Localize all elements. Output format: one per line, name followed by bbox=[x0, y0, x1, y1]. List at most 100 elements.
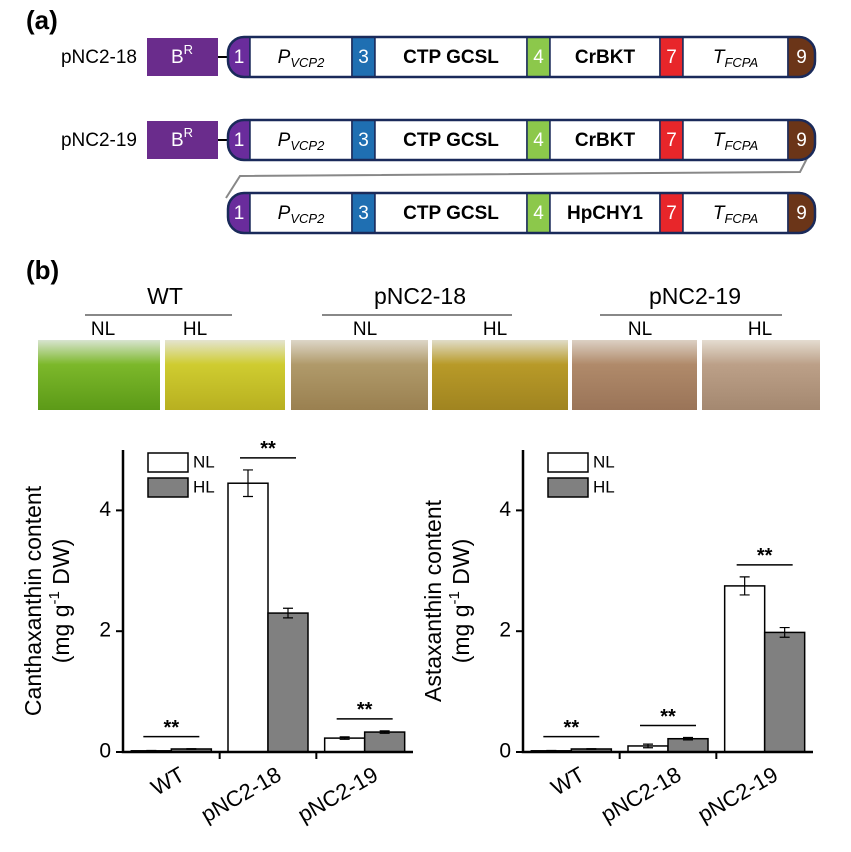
error-bar bbox=[586, 748, 597, 750]
marker-label: BR bbox=[171, 125, 193, 151]
photo-group-label: pNC2-18 bbox=[374, 283, 466, 309]
part-sub: FCPA bbox=[724, 138, 758, 153]
cassette bbox=[228, 37, 815, 77]
axes bbox=[121, 450, 413, 754]
part-label: 3 bbox=[358, 130, 369, 151]
photo-condition-label: HL bbox=[748, 319, 772, 340]
y-tick-label: 0 bbox=[99, 740, 111, 763]
bar bbox=[363, 731, 406, 753]
part-label: 4 bbox=[533, 130, 544, 151]
part-text: P bbox=[278, 203, 291, 224]
part-text: 9 bbox=[796, 203, 807, 224]
y-tick-label: 2 bbox=[499, 619, 511, 642]
photo bbox=[572, 340, 697, 410]
part-text: HpCHY1 bbox=[567, 203, 643, 224]
cassette-outline bbox=[226, 35, 817, 79]
y-tick-label: 0 bbox=[499, 740, 511, 763]
y-axis-unit: (mg g-1 DW) bbox=[46, 539, 74, 664]
part-label: 1 bbox=[234, 203, 245, 224]
photo-condition-label: NL bbox=[91, 319, 115, 340]
part-label: CTP GCSL bbox=[403, 130, 499, 151]
x-tick-label: pNC2-18 bbox=[197, 762, 286, 828]
photo-condition-label: NL bbox=[353, 319, 377, 340]
photo bbox=[702, 340, 820, 410]
part-label: TFCPA bbox=[713, 130, 758, 153]
photo-group-label: WT bbox=[147, 283, 183, 309]
legend-label: NL bbox=[593, 452, 615, 471]
part-label: CTP GCSL bbox=[403, 47, 499, 68]
unit-sup: -1 bbox=[446, 591, 463, 604]
part-sub: FCPA bbox=[724, 211, 758, 226]
legend-swatch bbox=[147, 477, 189, 498]
photo-condition-label: HL bbox=[483, 319, 507, 340]
significance-label: ** bbox=[260, 438, 276, 460]
unit-before: (mg g bbox=[448, 604, 474, 663]
y-axis-label: Astaxanthin content bbox=[420, 499, 446, 702]
significance-label: ** bbox=[660, 706, 676, 728]
photo-condition-label: NL bbox=[628, 319, 652, 340]
marker-text: B bbox=[171, 130, 184, 151]
significance-label: ** bbox=[564, 717, 580, 739]
part-label: 9 bbox=[796, 130, 807, 151]
part-label: 7 bbox=[666, 47, 677, 68]
unit-before: (mg g bbox=[48, 604, 74, 663]
legend-swatch bbox=[547, 477, 589, 498]
error-bar bbox=[739, 576, 750, 596]
part-label: 9 bbox=[796, 203, 807, 224]
legend-swatch bbox=[547, 452, 589, 473]
y-tick-label: 2 bbox=[99, 619, 111, 642]
part-text: 1 bbox=[234, 47, 245, 68]
part-text: 4 bbox=[533, 130, 544, 151]
legend-label: HL bbox=[193, 477, 215, 496]
bar bbox=[723, 585, 766, 753]
part-text: T bbox=[713, 203, 726, 224]
part-label: CrBKT bbox=[575, 130, 636, 151]
part-text: CTP GCSL bbox=[403, 203, 499, 224]
error-bar bbox=[339, 736, 350, 740]
part-text: P bbox=[278, 47, 291, 68]
error-bar bbox=[283, 607, 293, 619]
part-text: CTP GCSL bbox=[403, 130, 499, 151]
cassette-part bbox=[249, 193, 353, 233]
part-label: PVCP2 bbox=[278, 47, 325, 70]
significance-label: ** bbox=[757, 545, 773, 567]
part-text: CrBKT bbox=[575, 130, 636, 151]
part-text: 9 bbox=[796, 47, 807, 68]
bar bbox=[267, 612, 309, 753]
part-sub: FCPA bbox=[724, 55, 758, 70]
photo bbox=[291, 340, 428, 410]
part-text: CrBKT bbox=[575, 47, 636, 68]
part-label: TFCPA bbox=[713, 203, 758, 226]
part-sub: VCP2 bbox=[290, 55, 325, 70]
part-label: PVCP2 bbox=[278, 203, 325, 226]
part-text: 1 bbox=[234, 203, 245, 224]
cassette-outline bbox=[226, 191, 817, 235]
marker-box bbox=[147, 121, 218, 159]
marker-text: B bbox=[171, 47, 184, 68]
unit-sup: -1 bbox=[46, 591, 63, 604]
legend-label: NL bbox=[193, 452, 215, 471]
x-tick-label: WT bbox=[147, 762, 189, 801]
part-label: CTP GCSL bbox=[403, 203, 499, 224]
part-text: 7 bbox=[666, 203, 677, 224]
legend-swatch bbox=[147, 452, 189, 473]
part-text: 3 bbox=[358, 47, 369, 68]
part-text: 7 bbox=[666, 47, 677, 68]
significance-label: ** bbox=[164, 717, 180, 739]
marker-sup: R bbox=[184, 42, 193, 57]
part-sub: VCP2 bbox=[290, 211, 325, 226]
cassette bbox=[228, 193, 815, 233]
part-text: 4 bbox=[533, 203, 544, 224]
part-text: T bbox=[713, 47, 726, 68]
part-label: TFCPA bbox=[713, 47, 758, 70]
part-text: CTP GCSL bbox=[403, 47, 499, 68]
part-text: 7 bbox=[666, 130, 677, 151]
photo-group-label: pNC2-19 bbox=[649, 283, 741, 309]
part-label: 4 bbox=[533, 47, 544, 68]
x-tick-label: WT bbox=[547, 762, 589, 801]
part-label: 3 bbox=[358, 203, 369, 224]
marker-box bbox=[147, 38, 218, 76]
y-tick-label: 4 bbox=[99, 498, 111, 521]
construct-name: pNC2-18 bbox=[61, 47, 137, 68]
